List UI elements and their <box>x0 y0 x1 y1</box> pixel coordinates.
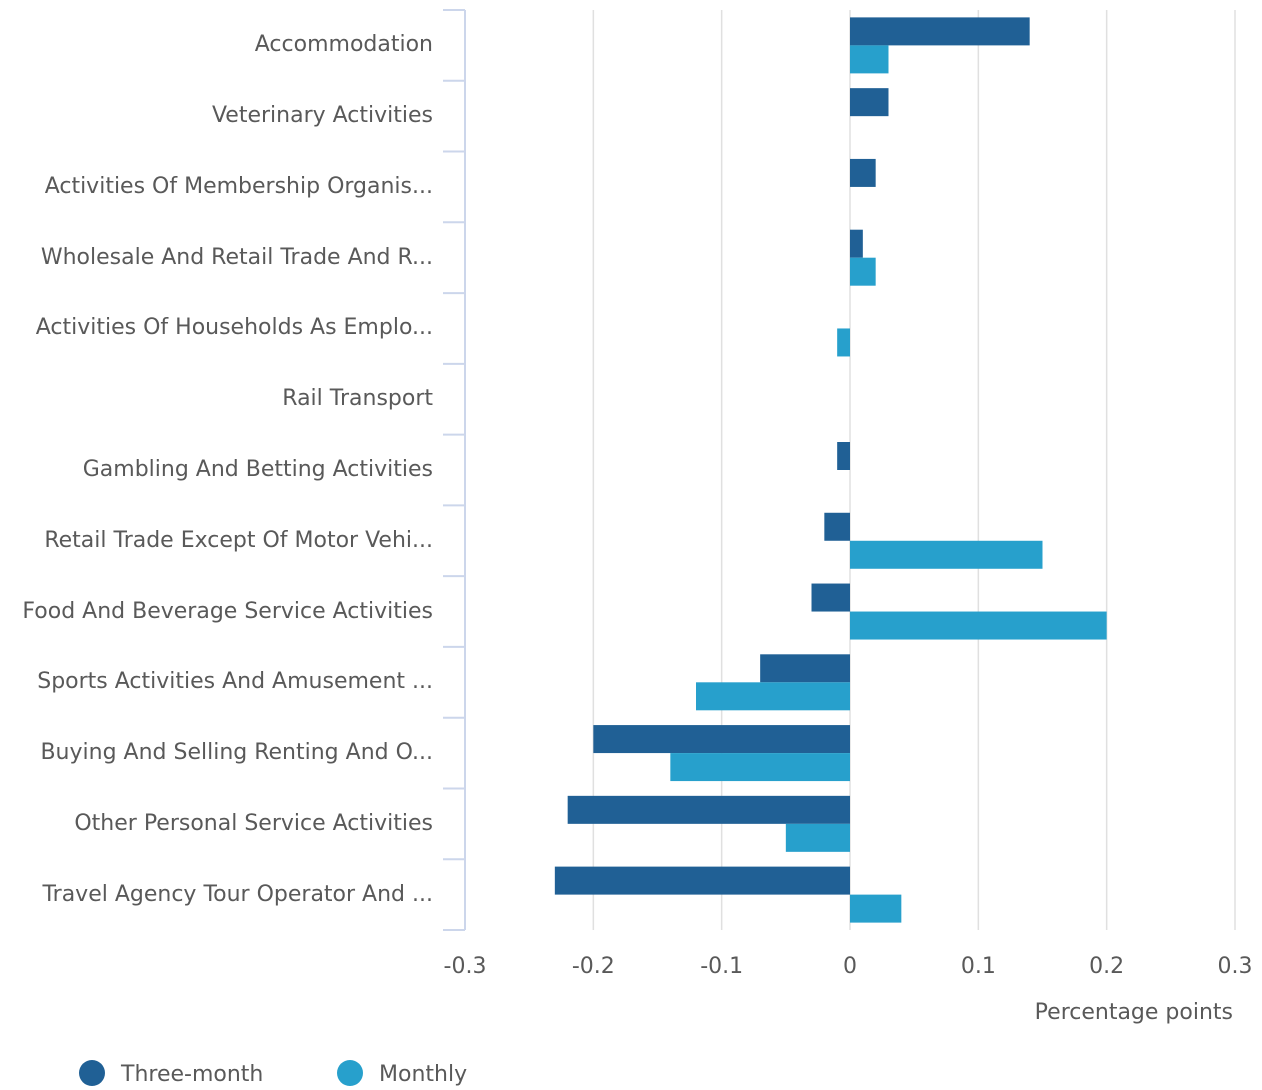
bar <box>837 442 850 470</box>
bar <box>567 795 850 824</box>
bar <box>696 682 850 711</box>
bar <box>850 158 876 187</box>
x-tick-label: 0 <box>843 954 857 979</box>
y-tick-label: Gambling And Betting Activities <box>82 457 433 482</box>
bar <box>760 654 850 683</box>
y-tick-label: Veterinary Activities <box>211 103 433 129</box>
bar <box>850 611 1107 640</box>
bar <box>554 866 850 895</box>
y-tick-label: Activities Of Membership Organis... <box>44 173 433 199</box>
legend-label: Three-month <box>120 1062 263 1087</box>
legend-marker <box>337 1060 363 1086</box>
bar <box>593 725 850 754</box>
bar <box>837 328 850 357</box>
x-tick-label: -0.2 <box>572 954 615 979</box>
legend-label: Monthly <box>379 1062 467 1087</box>
x-tick-label: 0.2 <box>1089 954 1124 979</box>
bar <box>850 540 1043 569</box>
y-tick-label: Activities Of Households As Emplo... <box>35 315 433 341</box>
bar <box>811 583 850 612</box>
bar <box>850 229 863 258</box>
x-tick-label: -0.1 <box>700 954 743 979</box>
x-axis-title: Percentage points <box>1035 1000 1233 1025</box>
bar <box>824 512 850 541</box>
y-tick-label: Retail Trade Except Of Motor Vehi... <box>44 527 433 553</box>
y-tick-label: Wholesale And Retail Trade And R... <box>40 244 433 270</box>
y-tick-label: Accommodation <box>254 32 433 58</box>
bar <box>850 257 876 286</box>
bar <box>850 45 889 74</box>
bar <box>850 894 902 923</box>
bar <box>670 753 850 782</box>
y-tick-label: Rail Transport <box>282 386 433 412</box>
y-tick-label: Other Personal Service Activities <box>74 810 433 836</box>
x-tick-label: 0.3 <box>1218 954 1253 979</box>
y-tick-label: Buying And Selling Renting And O... <box>40 740 433 766</box>
y-tick-label: Travel Agency Tour Operator And ... <box>42 881 433 907</box>
x-tick-label: 0.1 <box>961 954 996 979</box>
y-tick-label: Sports Activities And Amusement ... <box>37 669 433 695</box>
bar <box>785 823 850 852</box>
bar <box>850 17 1030 46</box>
legend-marker <box>79 1060 105 1086</box>
y-tick-label: Food And Beverage Service Activities <box>22 598 433 624</box>
x-tick-label: -0.3 <box>444 954 487 979</box>
bar <box>850 88 889 117</box>
